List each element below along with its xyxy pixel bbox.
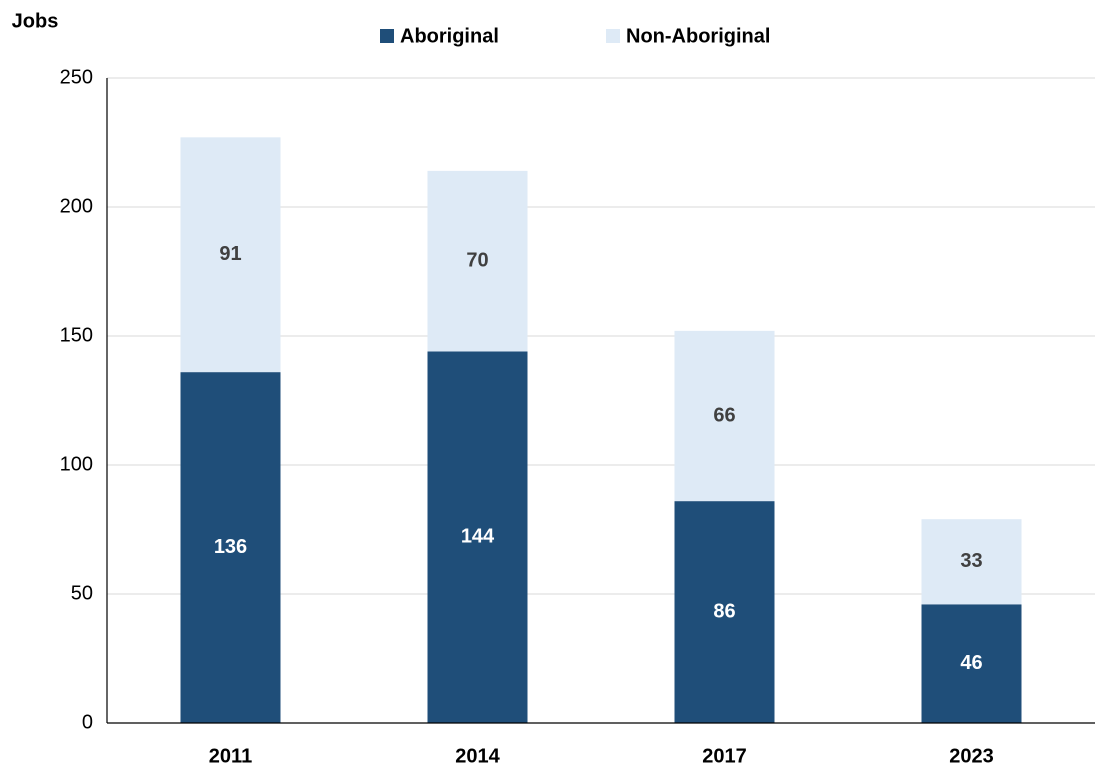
bar-segment xyxy=(427,170,528,352)
y-tick-label: 0 xyxy=(82,711,93,733)
legend-label: Non-Aboriginal xyxy=(626,25,770,47)
y-tick-label: 100 xyxy=(60,453,93,475)
data-label: 144 xyxy=(461,526,495,548)
data-label: 70 xyxy=(466,249,488,271)
bar-segment xyxy=(921,519,1022,605)
data-label: 86 xyxy=(713,600,735,622)
bar-segment xyxy=(180,137,281,373)
x-tick-label: 2014 xyxy=(455,745,500,767)
y-tick-label: 50 xyxy=(71,582,93,604)
bar-segment xyxy=(427,351,528,723)
bar-segment xyxy=(921,604,1022,723)
y-tick-label: 200 xyxy=(60,195,93,217)
x-tick-label: 2017 xyxy=(702,745,747,767)
y-axis-label: Jobs xyxy=(12,10,59,32)
x-tick-label: 2011 xyxy=(209,745,252,767)
legend-swatch xyxy=(606,29,620,43)
legend-label: Aboriginal xyxy=(400,25,499,47)
y-tick-label: 250 xyxy=(60,66,93,88)
data-label: 66 xyxy=(713,404,735,426)
y-tick-label: 150 xyxy=(60,324,93,346)
data-label: 136 xyxy=(214,536,247,558)
data-label: 33 xyxy=(960,550,982,572)
legend-swatch xyxy=(380,29,394,43)
data-label: 46 xyxy=(960,652,982,674)
bar-segment xyxy=(674,501,775,723)
bar-segment xyxy=(180,372,281,723)
bar-segment xyxy=(674,330,775,502)
x-tick-label: 2023 xyxy=(949,745,994,767)
data-label: 91 xyxy=(219,243,241,265)
